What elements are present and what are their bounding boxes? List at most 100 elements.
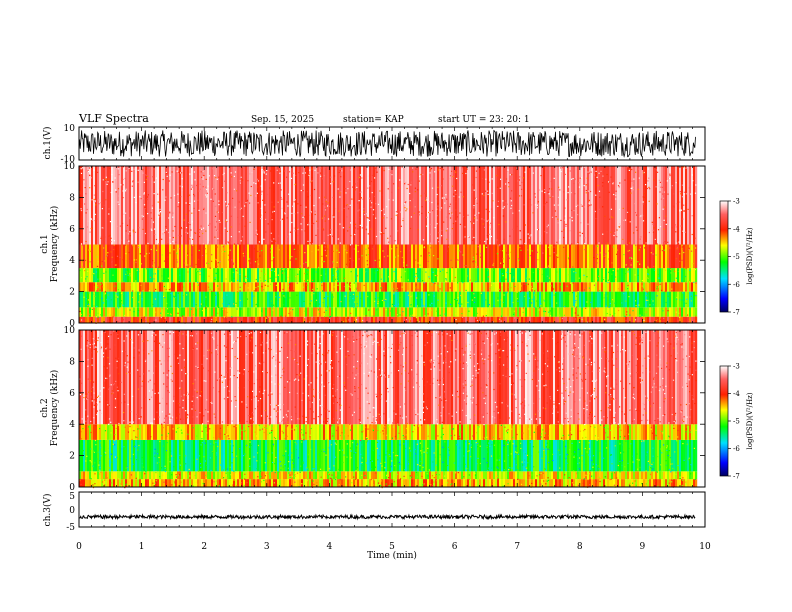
ch1-spectrogram-speckle [260, 218, 262, 220]
ch1-spectrogram-speckle [679, 260, 681, 262]
ch1-spectrogram-speckle [579, 231, 581, 233]
ch1-spectrogram-speckle [167, 256, 169, 258]
ch1-spectrogram-cell [445, 316, 448, 323]
ch1-spectrogram-cell [619, 291, 622, 308]
ch1-spectrogram-speckle [626, 211, 629, 213]
ch1-spectrogram-speckle [383, 213, 386, 215]
ch1-spectrogram-speckle [251, 171, 253, 174]
ch1-spectrogram-speckle [485, 299, 487, 301]
ch2-spectrogram-cell [343, 479, 346, 487]
ch1-spectrogram-speckle [110, 241, 112, 243]
ch1-spectrogram-cell [225, 291, 228, 308]
ch1-spectrogram-cell [593, 316, 596, 323]
ch1-spectrogram-speckle [164, 317, 166, 319]
ch1-spectrogram-cell [363, 316, 366, 323]
ch1-spectrogram-speckle [84, 187, 86, 189]
ch1-spectrogram-speckle [643, 196, 645, 198]
ch1-spectrogram-cell [687, 307, 690, 317]
ch1-spectrogram-cell [129, 316, 132, 323]
ch1-spectrogram-cell [207, 316, 210, 323]
ch1-spectrogram-speckle [315, 299, 318, 301]
ch1-spectrogram-speckle [178, 306, 180, 309]
ch1-spectrogram-speckle [218, 292, 220, 294]
ch1-spectrogram-speckle [631, 258, 633, 260]
ch1-spectrogram-speckle [604, 257, 606, 259]
ch1-spectrogram-cell [163, 307, 166, 317]
ch1-spectrogram-speckle [657, 185, 659, 187]
ch1-spectrogram-speckle [663, 228, 665, 230]
ch1-spectrogram-speckle [520, 290, 522, 293]
ch1-spectrogram-cell [219, 291, 222, 308]
ch1-spectrogram-speckle [255, 183, 257, 185]
ch1-spectrogram-speckle [423, 246, 425, 248]
ch1-spectrogram-speckle [654, 238, 656, 240]
ch1-spectrogram-cell [243, 307, 246, 317]
ch1-spectrogram-speckle [652, 229, 654, 231]
ch1-spectrogram-cell [333, 268, 336, 283]
ch1-spectrogram-cell [519, 244, 522, 269]
ch1-spectrogram-cell [97, 291, 100, 308]
ch1-spectrogram-speckle [368, 247, 370, 249]
ch1-spectrogram-speckle [608, 306, 610, 308]
ch1-spectrogram-cell [669, 244, 672, 269]
ch1-spectrogram-cell [103, 307, 106, 317]
ch1-spectrogram-cell [263, 307, 266, 317]
ch1-spectrogram-speckle [456, 300, 458, 302]
ch1-spectrogram-cell [233, 268, 236, 283]
ch1-spectrogram-speckle [662, 321, 664, 323]
ch1-spectrogram-speckle [304, 316, 306, 319]
ch1-spectrogram-cell [167, 244, 170, 269]
ch1-spectrogram-speckle [662, 310, 664, 312]
ch1-spectrogram-speckle [493, 217, 495, 219]
ch1-spectrogram-speckle [197, 284, 199, 286]
ch1-spectrogram-cell [213, 307, 216, 317]
ch1-spectrogram-cell [131, 291, 134, 308]
ch1-spectrogram-cell [153, 291, 156, 308]
ch1-spectrogram-speckle [181, 189, 183, 191]
ch1-spectrogram-speckle [345, 205, 347, 207]
ch1-spectrogram-cell [537, 268, 540, 283]
ch1-spectrogram-cell [463, 282, 466, 292]
ch1-spectrogram-cell [327, 291, 330, 308]
ch1-spectrogram-speckle [133, 311, 135, 313]
ch1-spectrogram-speckle [537, 201, 539, 203]
ch1-spectrogram-cell [419, 307, 422, 317]
ch1-spectrogram-cell [117, 268, 120, 283]
ch1-spectrogram-speckle [356, 295, 358, 298]
ch1-spectrogram-cell [533, 291, 536, 308]
ch1-spectrogram-speckle [396, 212, 398, 215]
ch1-spectrogram-cell [609, 244, 612, 269]
ch1-spectrogram-speckle [93, 200, 95, 202]
ch1-spectrogram-cell [307, 316, 310, 323]
ch1-spectrogram-cell [583, 282, 586, 292]
ch1-spectrogram-speckle [429, 177, 431, 179]
ch2-spectrogram-cell [369, 479, 372, 487]
ch1-spectrogram-cell [371, 244, 374, 269]
ch1-spectrogram-cell [555, 166, 558, 245]
ch1-spectrogram-speckle [155, 288, 157, 290]
ch1-spectrogram-cell [157, 307, 160, 317]
ch1-spectrogram-speckle [565, 225, 567, 227]
ch1-spectrogram-speckle [663, 219, 665, 221]
ch1-spectrogram-speckle [222, 308, 224, 310]
ch1-spectrogram-speckle [228, 259, 230, 261]
ch1-spectrogram-cell [687, 166, 690, 245]
ch1-spectrogram-cell [611, 282, 614, 292]
ch1-spectrogram-cell [253, 282, 256, 292]
ch1-spectrogram-cell [685, 282, 688, 292]
ch1-spectrogram-speckle [660, 186, 662, 188]
ch1-spectrogram-speckle [198, 231, 200, 233]
ch1-spectrogram-cell [339, 282, 342, 292]
ch1-spectrogram-cell [359, 316, 362, 323]
ch1-spectrogram-cell [609, 282, 612, 292]
ch1-spectrogram-cell [615, 316, 618, 323]
ch1-spectrogram-speckle [450, 233, 452, 235]
ch1-spectrogram-cell [595, 268, 598, 283]
ch1-spectrogram-cell [353, 316, 356, 323]
ch1-spectrogram-speckle [505, 200, 507, 202]
ch1-spectrogram-cell [411, 268, 414, 283]
ch1-spectrogram-cell [453, 282, 456, 292]
ch1-spectrogram-cell [409, 244, 412, 269]
ch1-spectrogram-cell [439, 244, 442, 269]
ch1-spectrogram-speckle [590, 171, 592, 173]
